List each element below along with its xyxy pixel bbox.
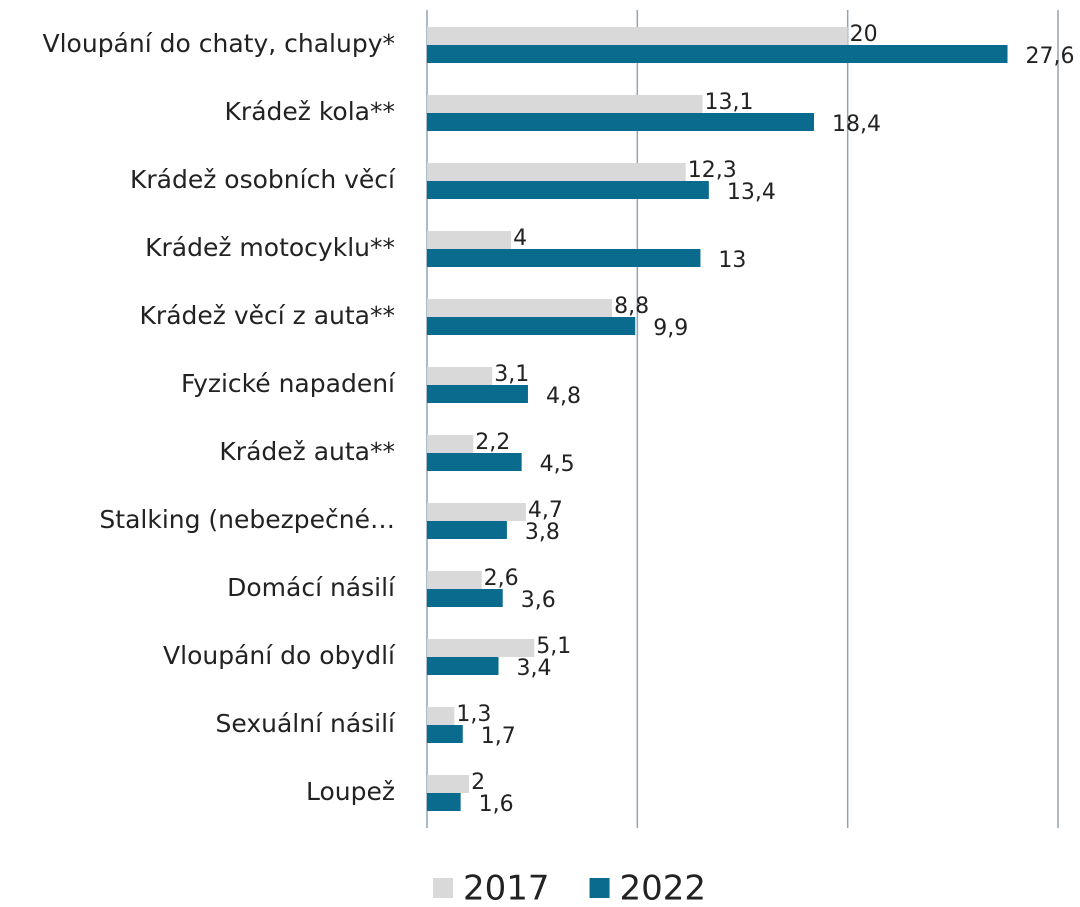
data-label: 13 xyxy=(718,248,746,273)
bar xyxy=(427,385,528,403)
category-label: Sexuální násilí xyxy=(216,709,397,738)
category-label: Domácí násilí xyxy=(227,573,396,602)
legend-label: 2017 xyxy=(463,869,550,907)
bar xyxy=(427,775,470,793)
data-label: 20 xyxy=(850,22,878,47)
data-label: 3,4 xyxy=(517,656,552,681)
bar xyxy=(427,95,703,113)
category-label: Krádež auta** xyxy=(219,437,395,466)
bar xyxy=(427,521,507,539)
data-label: 4,8 xyxy=(546,384,581,409)
category-label: Krádež motocyklu** xyxy=(145,233,395,262)
bar xyxy=(427,317,636,335)
category-label: Krádež osobních věcí xyxy=(130,165,396,194)
data-label: 18,4 xyxy=(832,112,881,137)
category-label: Fyzické napadení xyxy=(181,369,396,398)
bar xyxy=(427,435,474,453)
bar xyxy=(427,725,463,743)
bar xyxy=(427,249,701,267)
data-label: 3,6 xyxy=(521,588,556,613)
data-label: 4 xyxy=(513,226,527,251)
category-label: Krádež věcí z auta** xyxy=(140,301,395,330)
data-label: 5,1 xyxy=(536,634,571,659)
data-label: 12,3 xyxy=(688,158,737,183)
data-label: 1,3 xyxy=(456,702,491,727)
category-label: Krádež kola** xyxy=(225,97,395,126)
bar xyxy=(427,589,503,607)
bar xyxy=(427,571,482,589)
bar xyxy=(427,181,709,199)
data-label: 2,6 xyxy=(484,566,519,591)
data-label: 4,7 xyxy=(528,498,563,523)
data-label: 3,8 xyxy=(525,520,560,545)
data-label: 13,1 xyxy=(705,90,754,115)
bar xyxy=(427,113,815,131)
data-label: 9,9 xyxy=(653,316,688,341)
bar xyxy=(427,367,493,385)
data-label: 3,1 xyxy=(494,362,529,387)
category-label: Stalking (nebezpečné… xyxy=(99,505,395,534)
bar xyxy=(427,231,512,249)
bar xyxy=(427,299,613,317)
data-label: 27,6 xyxy=(1026,44,1075,69)
bar xyxy=(427,45,1008,63)
bar xyxy=(427,27,848,45)
legend-label: 2022 xyxy=(620,869,707,907)
bar xyxy=(427,503,526,521)
bar xyxy=(427,793,461,811)
category-label: Vloupání do obydlí xyxy=(163,641,396,670)
legend-swatch xyxy=(433,878,453,898)
bar xyxy=(427,639,535,657)
data-label: 1,6 xyxy=(479,792,514,817)
data-label: 2,2 xyxy=(475,430,510,455)
bar xyxy=(427,163,686,181)
category-label: Loupež xyxy=(306,777,395,806)
data-label: 4,5 xyxy=(540,452,575,477)
data-label: 2 xyxy=(471,770,485,795)
data-label: 13,4 xyxy=(727,180,776,205)
bar xyxy=(427,453,522,471)
category-label: Vloupání do chaty, chalupy* xyxy=(43,29,396,58)
bar xyxy=(427,707,455,725)
bar xyxy=(427,657,499,675)
data-label: 1,7 xyxy=(481,724,516,749)
data-label: 8,8 xyxy=(614,294,649,319)
legend-swatch xyxy=(589,878,610,898)
